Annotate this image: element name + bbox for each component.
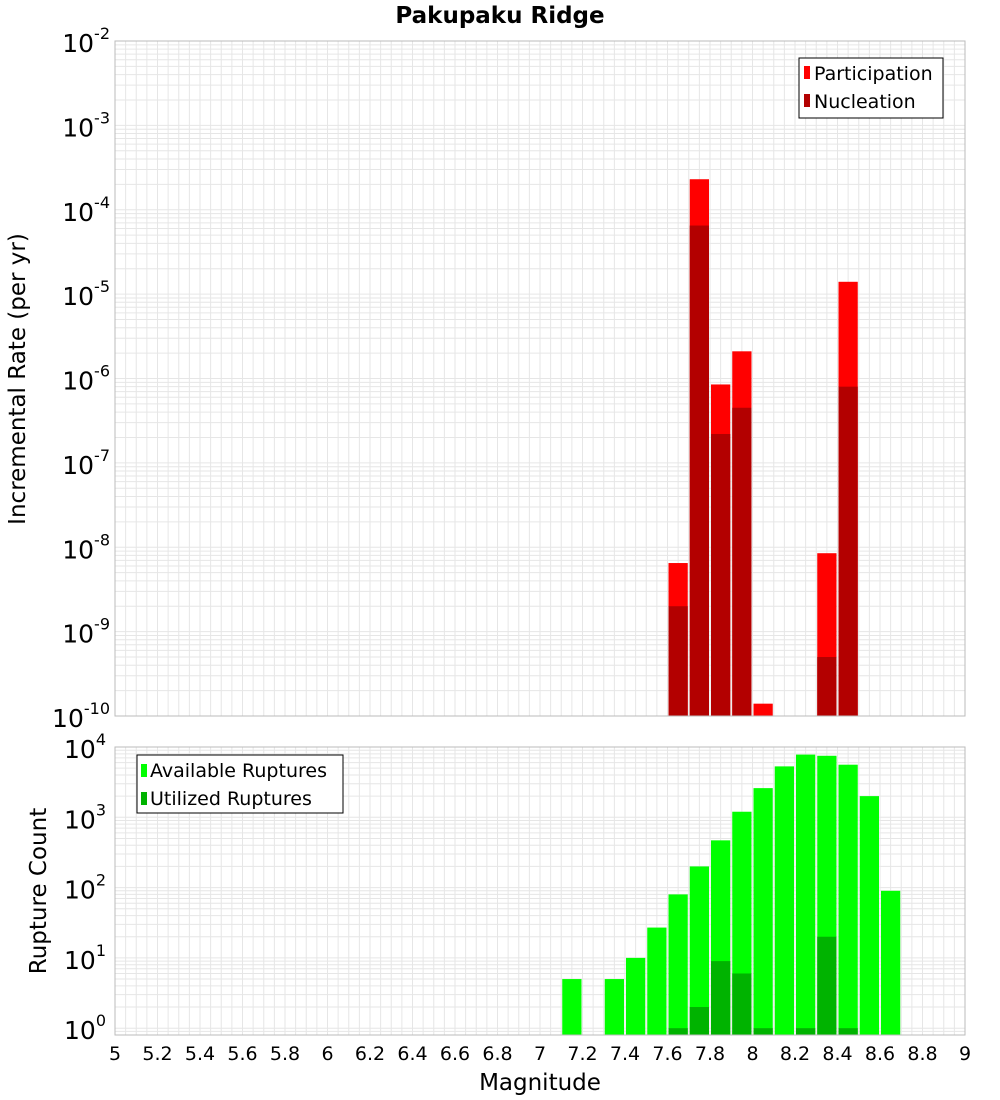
bar-utilized-ruptures [796, 1028, 816, 1035]
top-y-ticks: 10-10 10-9 10-8 10-7 10-6 10-5 10-4 10-3 10-2 [52, 24, 110, 733]
bottom-plot-frame [114, 746, 966, 1036]
x-tick-label: 7.2 [567, 1043, 597, 1065]
x-tick-label: 6.8 [482, 1043, 512, 1065]
top-y-tick-label: 10-6 [62, 362, 110, 396]
bottom-legend-box [136, 754, 344, 814]
bottom-bars [562, 754, 901, 1035]
bar-available-ruptures [774, 766, 794, 1035]
bar-utilized-ruptures [753, 1028, 773, 1035]
legend-label-participation: Participation [814, 63, 933, 85]
bottom-y-tick-label: 103 [64, 800, 106, 834]
bar-available-ruptures [838, 764, 858, 1035]
bar-utilized-ruptures [838, 1028, 858, 1035]
bar-available-ruptures [604, 979, 624, 1035]
bar-nucleation [838, 386, 858, 716]
x-tick-label: 5.4 [185, 1043, 215, 1065]
top-legend-box [798, 57, 944, 119]
x-tick-label: 6.2 [355, 1043, 385, 1065]
top-legend: Participation Nucleation [798, 57, 944, 119]
top-y-tick-label: 10-5 [62, 277, 110, 311]
bottom-y-tick-label: 101 [64, 941, 106, 975]
x-tick-label: 9 [959, 1043, 971, 1065]
x-tick-label: 6 [321, 1043, 333, 1065]
x-tick-label: 7.8 [695, 1043, 725, 1065]
bar-available-ruptures [796, 754, 816, 1035]
x-tick-label: 7.6 [652, 1043, 682, 1065]
legend-label-nucleation: Nucleation [814, 91, 916, 113]
top-y-tick-label: 10-9 [62, 615, 110, 649]
bar-available-ruptures [626, 957, 646, 1035]
x-ticks: 5 5.2 5.4 5.6 5.8 6 6.2 6.4 6.6 6.8 7 7.2 7.4 7.6 7.8 8… [109, 1043, 971, 1065]
bar-nucleation [711, 433, 731, 716]
bar-utilized-ruptures [668, 1028, 688, 1035]
top-bars [668, 179, 858, 716]
bottom-y-ticks: 100 101 102 103 104 [64, 730, 106, 1045]
bottom-y-axis-label: Rupture Count [26, 808, 52, 974]
bar-utilized-ruptures [689, 1007, 709, 1035]
legend-label-utilized: Utilized Ruptures [150, 788, 312, 810]
legend-label-available: Available Ruptures [150, 760, 327, 782]
x-tick-label: 5 [109, 1043, 121, 1065]
x-tick-label: 8.8 [907, 1043, 937, 1065]
bar-available-ruptures [689, 866, 709, 1035]
bar-available-ruptures [859, 796, 879, 1035]
top-plot-frame [114, 40, 966, 717]
legend-swatch-nucleation [804, 94, 810, 107]
x-tick-label: 7 [534, 1043, 546, 1065]
top-y-tick-label: 10-2 [62, 24, 110, 58]
bottom-y-tick-label: 104 [64, 730, 106, 764]
x-tick-label: 5.8 [270, 1043, 300, 1065]
bar-participation [753, 703, 773, 716]
bar-available-ruptures [881, 890, 901, 1035]
bar-nucleation [689, 225, 709, 716]
x-tick-label: 8 [746, 1043, 758, 1065]
bar-available-ruptures [753, 788, 773, 1035]
top-y-axis-label: Incremental Rate (per yr) [5, 233, 31, 525]
top-y-tick-label: 10-10 [52, 699, 110, 733]
bar-available-ruptures [668, 894, 688, 1035]
bottom-y-tick-label: 102 [64, 871, 106, 905]
chart-title: Pakupaku Ridge [395, 3, 604, 29]
top-y-tick-label: 10-8 [62, 530, 110, 564]
bar-nucleation [668, 606, 688, 716]
bottom-legend: Available Ruptures Utilized Ruptures [136, 754, 344, 814]
top-y-tick-label: 10-4 [62, 193, 110, 227]
bar-available-ruptures [647, 927, 667, 1035]
legend-swatch-available [141, 764, 147, 777]
x-tick-label: 6.6 [440, 1043, 470, 1065]
bottom-y-tick-label: 100 [64, 1011, 106, 1045]
top-panel: Incremental Rate (per yr) 10-1010-910-81… [5, 24, 966, 733]
x-tick-label: 8.6 [865, 1043, 895, 1065]
x-tick-label: 5.6 [227, 1043, 257, 1065]
legend-swatch-participation [804, 66, 810, 79]
bar-utilized-ruptures [711, 961, 731, 1035]
x-tick-label: 8.4 [822, 1043, 852, 1065]
bar-nucleation [817, 657, 837, 716]
x-tick-label: 8.2 [780, 1043, 810, 1065]
x-tick-label: 5.2 [142, 1043, 172, 1065]
top-y-tick-label: 10-3 [62, 108, 110, 142]
x-tick-label: 6.4 [397, 1043, 427, 1065]
x-tick-label: 7.4 [610, 1043, 640, 1065]
bar-utilized-ruptures [732, 973, 752, 1035]
bar-utilized-ruptures [817, 936, 837, 1035]
legend-swatch-utilized [141, 792, 147, 805]
top-y-tick-label: 10-7 [62, 446, 110, 480]
top-grid [114, 40, 966, 717]
x-axis-label: Magnitude [479, 1070, 601, 1096]
bar-available-ruptures [562, 979, 582, 1035]
bar-nucleation [732, 407, 752, 716]
bottom-panel: Rupture Count 100 101 102 103 104 5 5.2 5.4 5.6… [26, 730, 971, 1065]
